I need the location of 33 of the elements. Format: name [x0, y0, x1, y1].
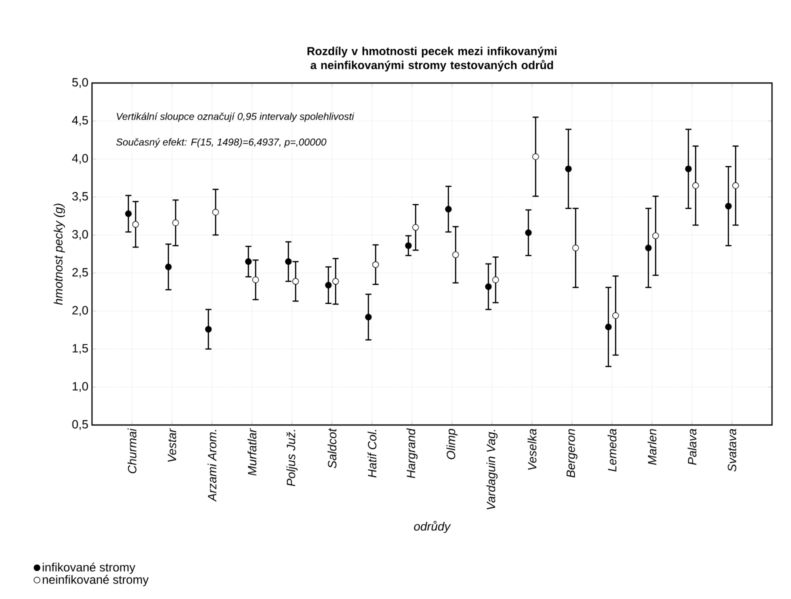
annotation: Vertikální sloupce označují 0,95 intervaly spolehlivosti	[116, 112, 354, 122]
x-tick-label: Marlen	[648, 429, 656, 465]
y-tick-label: 2,0	[72, 306, 88, 316]
x-tick-label: Veselka	[528, 428, 536, 470]
x-tick-label: Lemeda	[608, 428, 616, 472]
x-tick-label: Saldcot	[328, 428, 336, 468]
y-tick-label: 3,5	[72, 192, 88, 202]
y-tick-label: 4,5	[72, 116, 88, 126]
x-tick-label: Svatava	[728, 428, 736, 472]
y-tick-label: 3,0	[72, 230, 88, 240]
x-tick-label: Murfatlar	[248, 428, 256, 476]
x-tick-label: Bergeron	[566, 429, 578, 478]
chart-title: Rozdíly v hmotnosti pecek mezi infikovanými a neinfikovanými stromy testovaných odrůd	[308, 46, 556, 72]
x-tick-label: Arzami Arom.	[208, 430, 216, 502]
x-tick-label: Hargrand	[406, 428, 418, 478]
annotation: Současný efekt: F(15, 1498)=6,4937, p=,00000	[116, 138, 326, 148]
x-tick-label: Palava	[688, 428, 696, 465]
y-axis-title: hmotnost pecky (g)	[54, 204, 65, 305]
x-axis-title: odrůdy	[414, 520, 451, 534]
y-tick-label: 1,5	[72, 344, 88, 354]
x-tick-label: Vestar	[168, 428, 176, 462]
x-tick-label: Olimp	[446, 428, 458, 460]
y-tick-label: 0,5	[72, 420, 88, 430]
y-tick-label: 5,0	[72, 78, 88, 88]
x-tick-label: Churmai	[128, 428, 136, 474]
y-tick-label: 2,5	[72, 268, 88, 278]
legend-label: infikované stromy	[42, 562, 136, 574]
x-tick-label: Vardaguin Vag.	[486, 430, 498, 510]
x-tick-label: Hatif Col.	[368, 430, 376, 478]
y-tick-label: 1,0	[72, 382, 88, 392]
y-tick-label: 4,0	[72, 154, 88, 164]
x-tick-label: Poljus Juž.	[286, 430, 298, 486]
legend-label: neinfikované stromy	[42, 574, 149, 586]
